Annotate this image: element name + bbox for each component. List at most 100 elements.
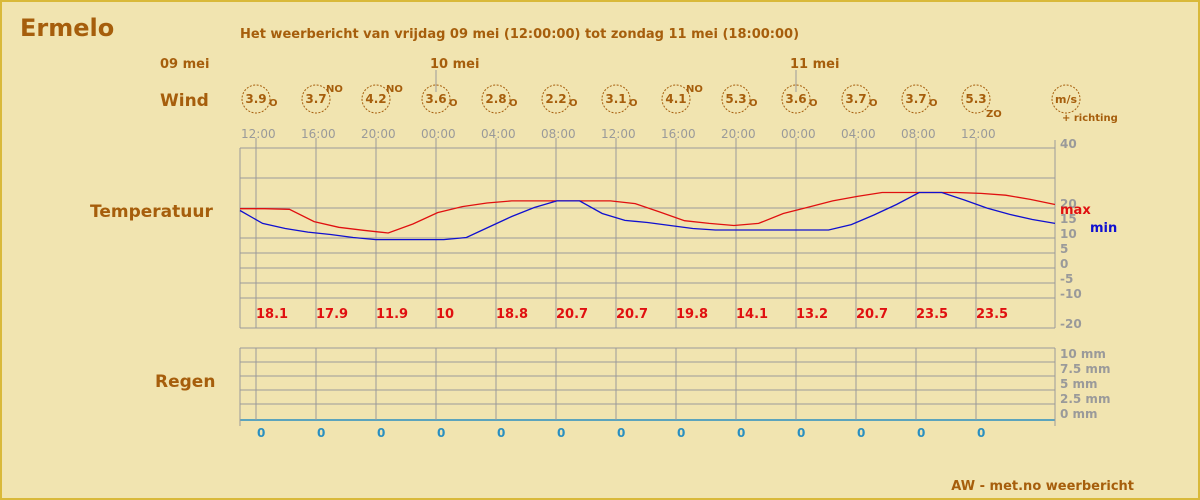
time-tick-label: 04:00	[481, 127, 516, 141]
max-temperature-value: 23.5	[976, 307, 1008, 322]
chart-marks	[239, 84, 1081, 241]
temperature-tick-label: 15	[1060, 212, 1077, 226]
max-temperature-value: 17.9	[316, 307, 348, 322]
time-tick-label: 04:00	[841, 127, 876, 141]
time-tick-label: 00:00	[781, 127, 816, 141]
rain-value: 0	[797, 426, 805, 440]
wind-direction: O	[449, 98, 458, 109]
min-temperature-line	[239, 191, 1056, 241]
time-tick-label: 20:00	[361, 127, 396, 141]
rain-row-label: Regen	[155, 372, 216, 392]
temperature-tick-label: 40	[1060, 137, 1077, 151]
wind-speed: 2.2	[545, 92, 566, 106]
rain-tick-label: 10 mm	[1060, 347, 1106, 361]
wind-direction: NO	[686, 84, 703, 95]
temperature-tick-label: 5	[1060, 242, 1068, 256]
rain-value: 0	[617, 426, 625, 440]
wind-unit-circle	[1051, 84, 1081, 114]
rain-value: 0	[677, 426, 685, 440]
wind-circle	[241, 84, 271, 114]
time-tick-label: 08:00	[901, 127, 936, 141]
date-label: 11 mei	[790, 57, 839, 72]
wind-circle	[661, 84, 691, 114]
wind-direction: O	[869, 98, 878, 109]
rain-tick-label: 5 mm	[1060, 377, 1098, 391]
grid	[239, 70, 1056, 426]
wind-direction: O	[929, 98, 938, 109]
rain-value: 0	[857, 426, 865, 440]
rain-value: 0	[917, 426, 925, 440]
rain-value: 0	[977, 426, 985, 440]
min-legend: min	[1090, 221, 1117, 236]
forecast-period-subtitle: Het weerbericht van vrijdag 09 mei (12:0…	[240, 27, 800, 42]
wind-direction: O	[509, 98, 518, 109]
wind-speed: 3.1	[605, 92, 626, 106]
temperature-tick-label: 0	[1060, 257, 1068, 271]
date-label: 10 mei	[430, 57, 479, 72]
wind-speed: 3.7	[845, 92, 866, 106]
time-tick-label: 00:00	[421, 127, 456, 141]
wind-unit: m/s	[1055, 93, 1077, 106]
wind-direction: ZO	[986, 109, 1002, 120]
temperature-tick-label: -5	[1060, 272, 1073, 286]
wind-circle	[301, 84, 331, 114]
time-tick-label: 12:00	[601, 127, 636, 141]
rain-value: 0	[317, 426, 325, 440]
wind-direction: O	[269, 98, 278, 109]
wind-row-label: Wind	[160, 91, 209, 111]
time-tick-label: 12:00	[241, 127, 276, 141]
location-title: Ermelo	[20, 14, 115, 42]
wind-circle	[781, 84, 811, 114]
max-legend: max	[1060, 203, 1091, 218]
temperature-tick-label: 20	[1060, 197, 1077, 211]
wind-direction: O	[569, 98, 578, 109]
wind-circle	[841, 84, 871, 114]
wind-circle	[601, 84, 631, 114]
time-tick-label: 20:00	[721, 127, 756, 141]
wind-direction: O	[749, 98, 758, 109]
wind-speed: 2.8	[485, 92, 506, 106]
wind-circle	[421, 84, 451, 114]
max-temperature-value: 23.5	[916, 307, 948, 322]
max-temperature-value: 11.9	[376, 307, 408, 322]
rain-tick-label: 0 mm	[1060, 407, 1098, 421]
max-temperature-line	[240, 191, 1056, 234]
rain-value: 0	[557, 426, 565, 440]
max-temperature-value: 10	[436, 307, 454, 322]
wind-direction: NO	[386, 84, 403, 95]
time-tick-label: 08:00	[541, 127, 576, 141]
temperature-row-label: Temperatuur	[90, 202, 213, 222]
wind-direction: NO	[326, 84, 343, 95]
max-temperature-value: 14.1	[736, 307, 768, 322]
wind-direction-note: + richting	[1062, 113, 1118, 124]
rain-value: 0	[437, 426, 445, 440]
wind-speed: 5.3	[725, 92, 746, 106]
rain-value: 0	[737, 426, 745, 440]
wind-circle	[361, 84, 391, 114]
rain-tick-label: 2.5 mm	[1060, 392, 1110, 406]
wind-speed: 3.6	[785, 92, 806, 106]
source-footer: AW - met.no weerbericht	[951, 479, 1134, 494]
max-temperature-value: 20.7	[856, 307, 888, 322]
temperature-tick-label: -20	[1060, 317, 1082, 331]
rain-value: 0	[257, 426, 265, 440]
temperature-tick-label: -10	[1060, 287, 1082, 301]
wind-speed: 5.3	[965, 92, 986, 106]
time-tick-label: 12:00	[961, 127, 996, 141]
rain-tick-label: 7.5 mm	[1060, 362, 1110, 376]
max-temperature-value: 20.7	[616, 307, 648, 322]
wind-circle	[901, 84, 931, 114]
max-temperature-value: 19.8	[676, 307, 708, 322]
rain-value: 0	[497, 426, 505, 440]
wind-direction: O	[629, 98, 638, 109]
wind-circle	[481, 84, 511, 114]
wind-speed: 4.1	[665, 92, 686, 106]
wind-speed: 3.9	[245, 92, 266, 106]
wind-direction: O	[809, 98, 818, 109]
max-temperature-value: 18.8	[496, 307, 528, 322]
max-temperature-value: 20.7	[556, 307, 588, 322]
time-tick-label: 16:00	[301, 127, 336, 141]
